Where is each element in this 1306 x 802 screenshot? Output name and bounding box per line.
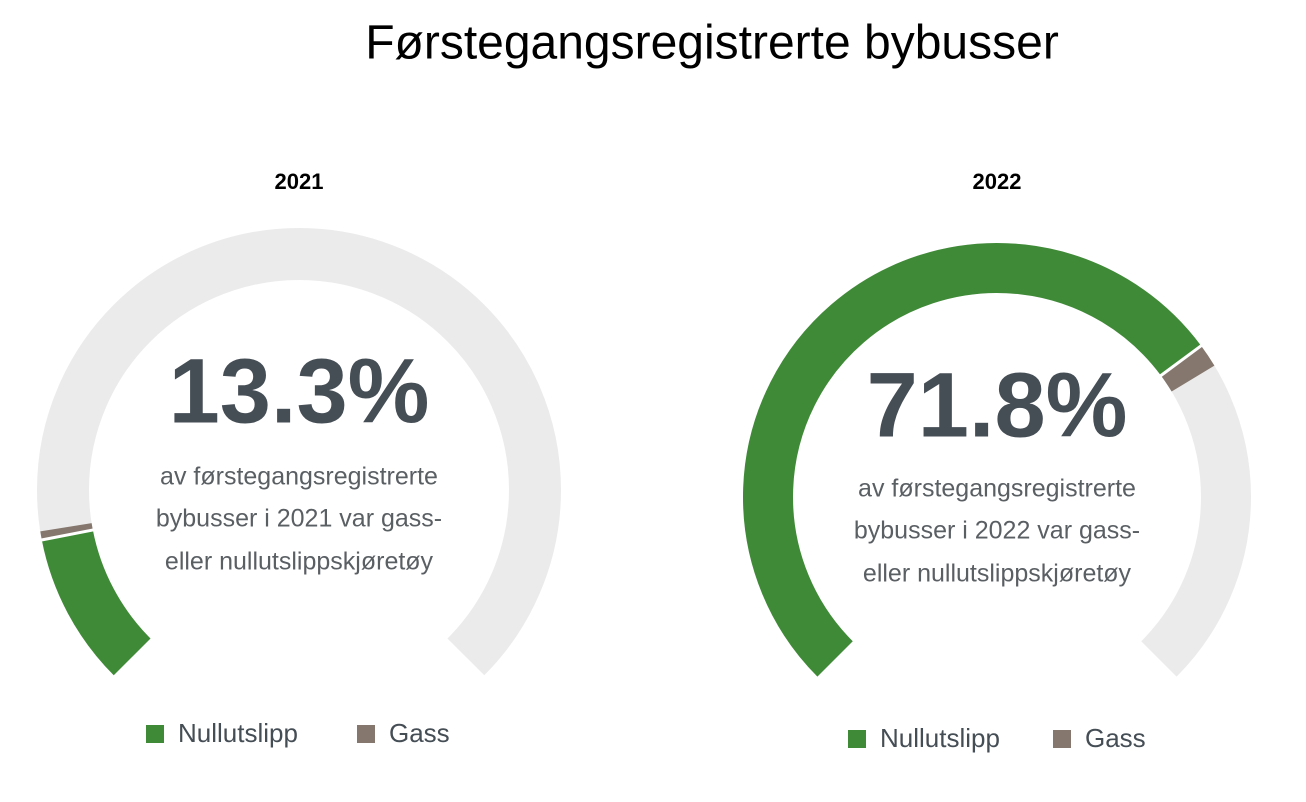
- legend-swatch: [357, 725, 375, 743]
- description-line: av førstegangsregistrerte: [858, 475, 1136, 503]
- chart-title: 2021: [275, 169, 324, 194]
- page-title: Førstegangsregistrerte bybusser: [365, 17, 1059, 70]
- gauge-segment: [743, 243, 1202, 677]
- segment-separator: [1159, 343, 1203, 378]
- legend-swatch: [1053, 730, 1071, 748]
- total-label: 13.3%: [169, 340, 430, 442]
- description-line: eller nullutslippskjøretøy: [165, 548, 434, 576]
- segment-separator: [40, 528, 95, 542]
- gauge-segment: [1160, 345, 1215, 392]
- legend-label: Gass: [1085, 723, 1146, 753]
- chart-title: 2022: [973, 169, 1022, 194]
- total-label: 71.8%: [867, 354, 1128, 456]
- description-line: eller nullutslippskjøretøy: [863, 560, 1132, 588]
- description-line: av førstegangsregistrerte: [160, 463, 438, 491]
- legend-label: Nullutslipp: [178, 718, 298, 748]
- legend-label: Nullutslipp: [880, 723, 1000, 753]
- legend-swatch: [848, 730, 866, 748]
- legend-label: Gass: [389, 718, 450, 748]
- description-line: bybusser i 2022 var gass-: [854, 517, 1140, 545]
- legend-swatch: [146, 725, 164, 743]
- gauge-track: [37, 228, 561, 676]
- gauge-segment: [41, 529, 151, 676]
- description-line: bybusser i 2021 var gass-: [156, 505, 442, 533]
